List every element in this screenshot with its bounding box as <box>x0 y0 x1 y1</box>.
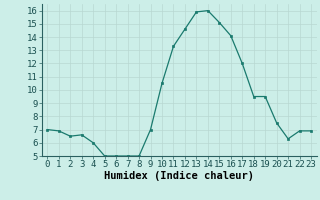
X-axis label: Humidex (Indice chaleur): Humidex (Indice chaleur) <box>104 171 254 181</box>
